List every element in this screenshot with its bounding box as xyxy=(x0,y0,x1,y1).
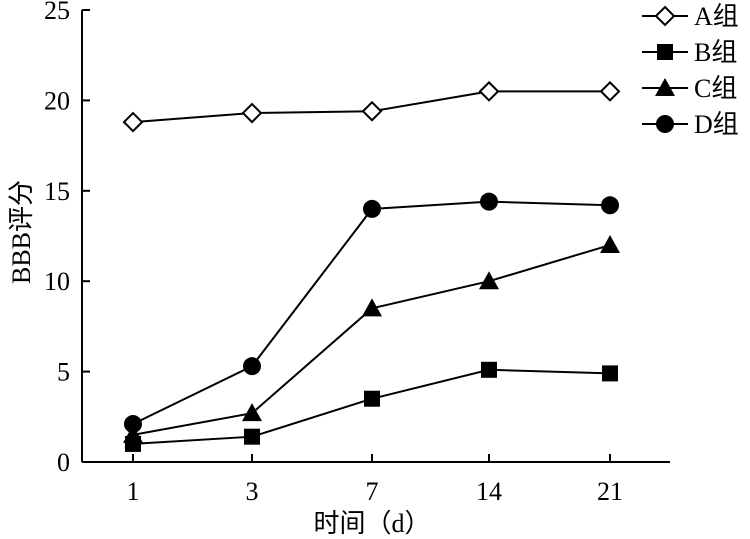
data-point xyxy=(242,403,262,422)
x-tick-label: 3 xyxy=(246,477,259,506)
legend-label: C组 xyxy=(694,74,737,103)
legend-item: B组 xyxy=(642,38,737,67)
x-tick-label: 14 xyxy=(476,477,502,506)
x-tick-label: 1 xyxy=(127,477,140,506)
data-point xyxy=(364,390,380,407)
data-point xyxy=(602,365,618,382)
legend-marker xyxy=(657,44,673,60)
data-point xyxy=(124,415,142,434)
axes: 0 5 10 15 20 25 1 3 7 14 21 xyxy=(44,0,670,506)
x-tick-label: 7 xyxy=(366,477,379,506)
data-point xyxy=(244,428,260,445)
y-tick-label: 10 xyxy=(44,267,70,296)
legend-marker xyxy=(655,78,675,96)
data-point xyxy=(362,298,382,317)
series-layer xyxy=(122,80,621,452)
data-point xyxy=(600,235,620,254)
y-tick-label: 20 xyxy=(44,86,70,115)
y-tick-label: 25 xyxy=(44,0,70,25)
legend-label: D组 xyxy=(694,110,739,139)
data-point xyxy=(479,271,499,290)
data-point xyxy=(122,111,144,133)
legend-marker xyxy=(656,115,674,133)
series-4 xyxy=(124,192,619,434)
x-axis-label: 时间（d） xyxy=(313,509,430,538)
legend-item: A组 xyxy=(642,2,739,31)
data-point xyxy=(361,100,383,122)
data-point xyxy=(601,196,619,215)
y-tick-label: 15 xyxy=(44,177,70,206)
data-point xyxy=(243,357,261,376)
data-point xyxy=(363,199,381,218)
y-tick-label: 5 xyxy=(57,358,70,387)
data-point xyxy=(481,361,497,378)
legend-label: B组 xyxy=(694,38,737,67)
y-axis-label: BBB评分 xyxy=(7,180,36,284)
legend: A组 B组 C组 D组 xyxy=(642,2,739,139)
data-point xyxy=(480,192,498,211)
data-point xyxy=(478,80,500,102)
data-point xyxy=(599,80,621,102)
series-2 xyxy=(125,361,618,452)
legend-item: C组 xyxy=(642,74,737,103)
data-point xyxy=(123,424,143,443)
y-tick-label: 0 xyxy=(57,448,70,477)
series-3 xyxy=(123,235,620,443)
data-point xyxy=(241,102,263,124)
legend-marker xyxy=(654,5,676,27)
x-tick-label: 21 xyxy=(597,477,623,506)
series-1 xyxy=(122,80,621,133)
series-line xyxy=(132,368,611,445)
legend-item: D组 xyxy=(642,110,739,139)
legend-label: A组 xyxy=(694,2,739,31)
